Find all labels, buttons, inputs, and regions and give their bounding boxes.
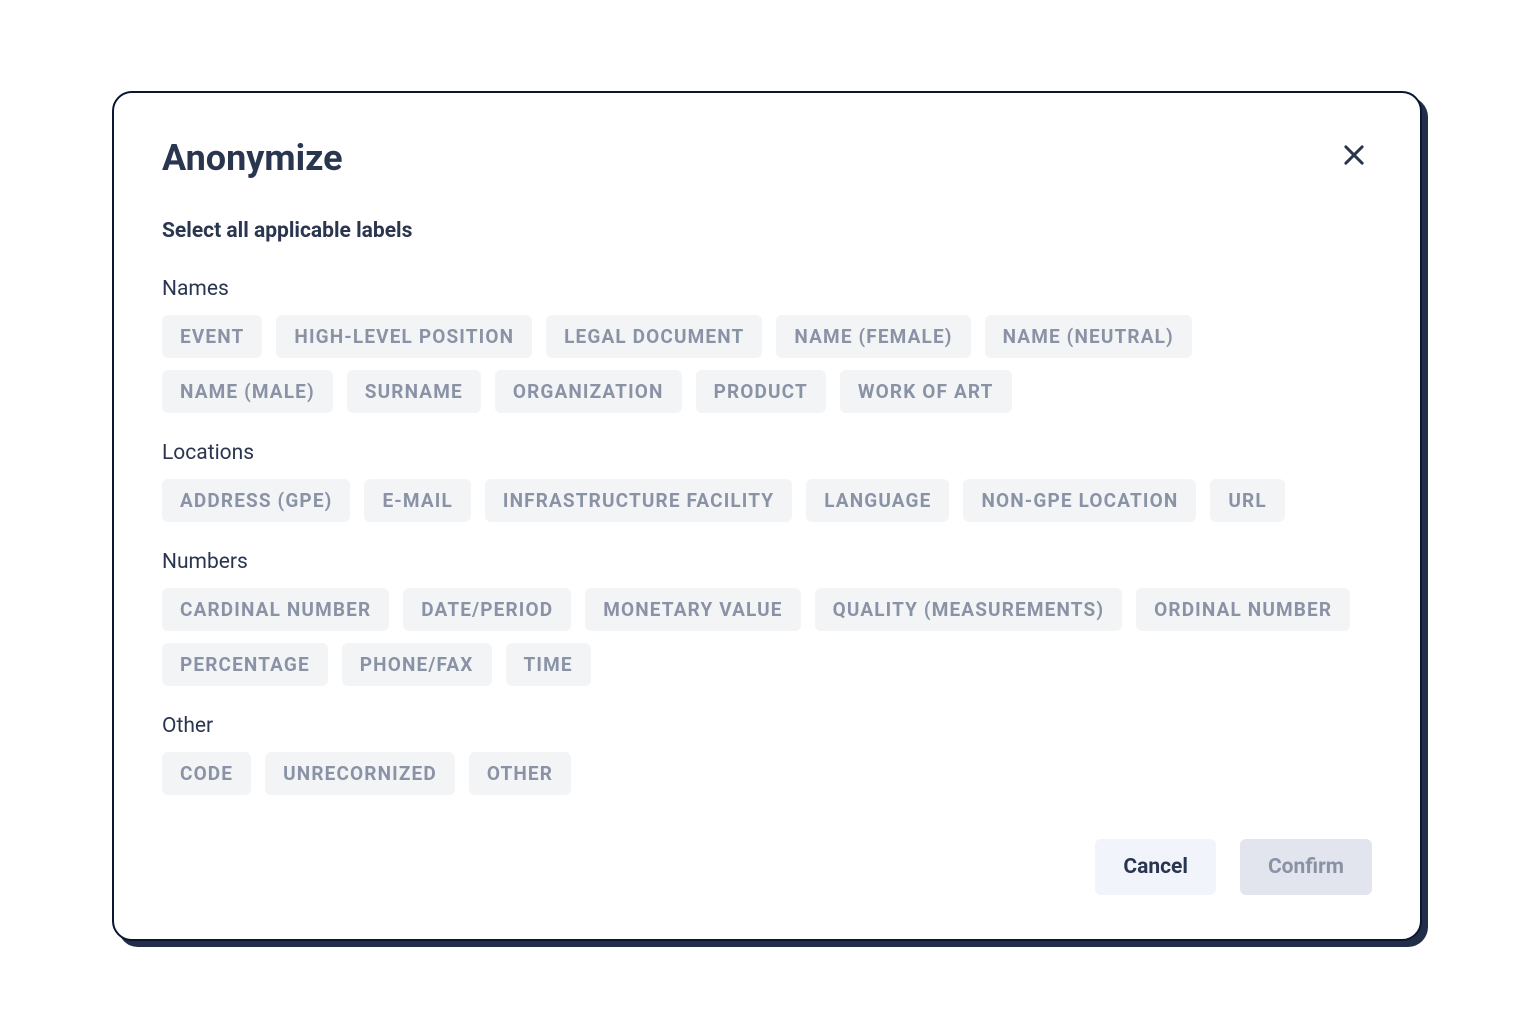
confirm-button[interactable]: Confirm bbox=[1240, 839, 1372, 895]
label-chip[interactable]: NON-GPE LOCATION bbox=[963, 479, 1196, 522]
category-section: Locations ADDRESS (GPE) E-MAIL INFRASTRUCTU… bbox=[162, 441, 1372, 522]
label-chip[interactable]: DATE/PERIOD bbox=[403, 588, 571, 631]
label-chip[interactable]: PRODUCT bbox=[696, 370, 826, 413]
label-chip[interactable]: NAME (FEMALE) bbox=[776, 315, 970, 358]
label-chip[interactable]: CARDINAL NUMBER bbox=[162, 588, 389, 631]
label-chip[interactable]: CODE bbox=[162, 752, 251, 795]
close-icon bbox=[1340, 141, 1368, 169]
chip-container: CODE UNRECORNIZED OTHER bbox=[162, 752, 1372, 795]
chip-container: ADDRESS (GPE) E-MAIL INFRASTRUCTURE FACILI… bbox=[162, 479, 1372, 522]
label-chip[interactable]: NAME (MALE) bbox=[162, 370, 333, 413]
category-title: Numbers bbox=[162, 550, 1372, 574]
cancel-button[interactable]: Cancel bbox=[1095, 839, 1216, 895]
label-chip[interactable]: WORK OF ART bbox=[840, 370, 1012, 413]
chip-container: CARDINAL NUMBER DATE/PERIOD MONETARY VALUE… bbox=[162, 588, 1372, 686]
label-chip[interactable]: OTHER bbox=[469, 752, 571, 795]
label-chip[interactable]: ADDRESS (GPE) bbox=[162, 479, 350, 522]
category-section: Names EVENT HIGH-LEVEL POSITION LEGAL DOCUM… bbox=[162, 277, 1372, 413]
dialog-footer: Cancel Confirm bbox=[162, 839, 1372, 895]
category-section: Other CODE UNRECORNIZED OTHER bbox=[162, 714, 1372, 795]
label-chip[interactable]: QUALITY (MEASUREMENTS) bbox=[815, 588, 1123, 631]
category-section: Numbers CARDINAL NUMBER DATE/PERIOD MONETAR… bbox=[162, 550, 1372, 686]
label-chip[interactable]: HIGH-LEVEL POSITION bbox=[276, 315, 532, 358]
label-chip[interactable]: PHONE/FAX bbox=[342, 643, 492, 686]
label-chip[interactable]: SURNAME bbox=[347, 370, 481, 413]
label-chip[interactable]: TIME bbox=[506, 643, 591, 686]
instruction-text: Select all applicable labels bbox=[162, 219, 1372, 243]
label-chip[interactable]: PERCENTAGE bbox=[162, 643, 328, 686]
category-title: Names bbox=[162, 277, 1372, 301]
category-title: Locations bbox=[162, 441, 1372, 465]
label-chip[interactable]: LANGUAGE bbox=[806, 479, 949, 522]
label-chip[interactable]: ORDINAL NUMBER bbox=[1136, 588, 1350, 631]
anonymize-dialog: Anonymize Select all applicable labels N… bbox=[112, 91, 1422, 941]
label-chip[interactable]: EVENT bbox=[162, 315, 262, 358]
label-chip[interactable]: LEGAL DOCUMENT bbox=[546, 315, 762, 358]
dialog-header: Anonymize bbox=[162, 137, 1372, 179]
label-chip[interactable]: URL bbox=[1210, 479, 1284, 522]
label-chip[interactable]: INFRASTRUCTURE FACILITY bbox=[485, 479, 792, 522]
label-chip[interactable]: E-MAIL bbox=[364, 479, 470, 522]
dialog-title: Anonymize bbox=[162, 137, 343, 179]
categories-container: Names EVENT HIGH-LEVEL POSITION LEGAL DOCUM… bbox=[162, 277, 1372, 795]
label-chip[interactable]: MONETARY VALUE bbox=[585, 588, 800, 631]
close-button[interactable] bbox=[1336, 137, 1372, 173]
label-chip[interactable]: ORGANIZATION bbox=[495, 370, 682, 413]
category-title: Other bbox=[162, 714, 1372, 738]
label-chip[interactable]: NAME (NEUTRAL) bbox=[985, 315, 1192, 358]
chip-container: EVENT HIGH-LEVEL POSITION LEGAL DOCUMENT NA… bbox=[162, 315, 1372, 413]
label-chip[interactable]: UNRECORNIZED bbox=[265, 752, 455, 795]
